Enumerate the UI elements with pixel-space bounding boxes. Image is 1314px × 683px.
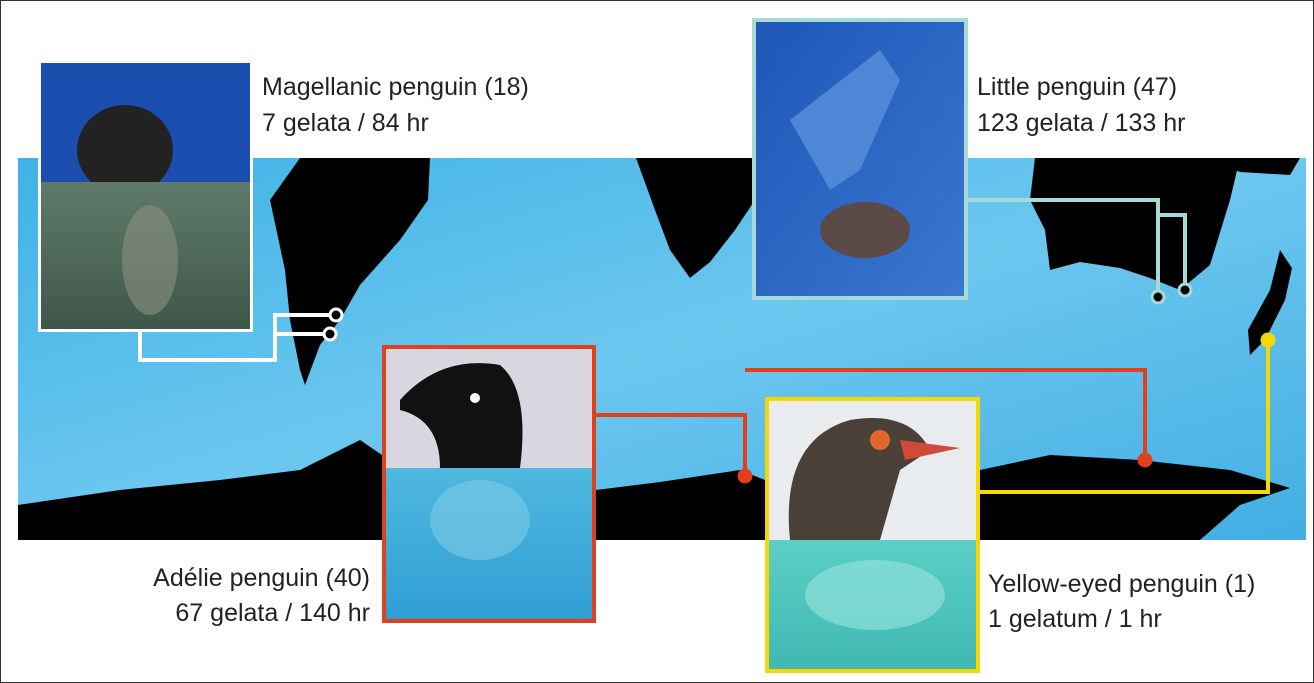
species-label: Little penguin (47) <box>977 73 1177 101</box>
photo-yellow-eyed <box>765 397 980 673</box>
species-label: Magellanic penguin (18) <box>262 73 529 101</box>
connectors <box>138 198 1270 494</box>
stats-label: 67 gelata / 140 hr <box>175 599 370 627</box>
species-label: Adélie penguin (40) <box>153 564 370 592</box>
species-label: Yellow-eyed penguin (1) <box>988 570 1255 598</box>
stats-label: 123 gelata / 133 hr <box>977 109 1186 137</box>
stats-label: 7 gelata / 84 hr <box>262 109 429 137</box>
photo-magellanic <box>38 60 253 332</box>
photo-adelie <box>382 345 596 623</box>
site-markers <box>322 282 1276 484</box>
stats-label: 1 gelatum / 1 hr <box>988 605 1162 633</box>
photo-little <box>752 18 968 300</box>
